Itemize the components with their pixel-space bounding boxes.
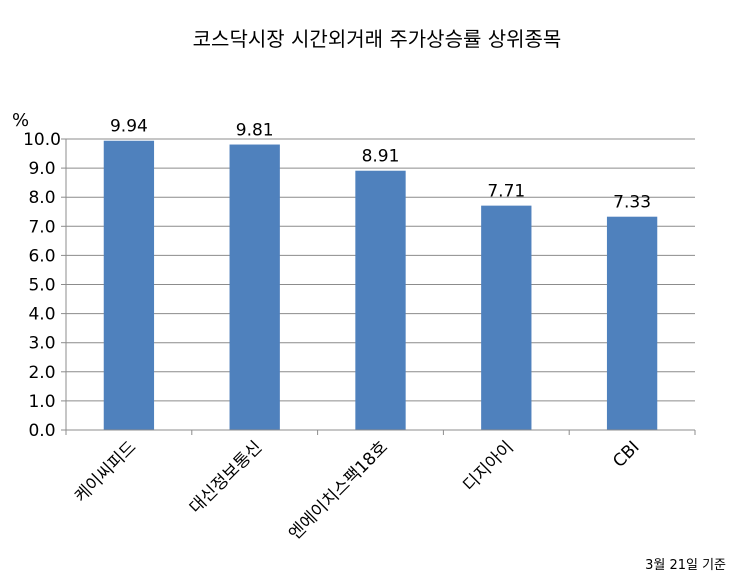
y-tick-label: 1.0 xyxy=(28,392,55,412)
y-tick-label: 8.0 xyxy=(28,188,55,208)
y-tick-label: 0.0 xyxy=(28,421,55,441)
bar-1 xyxy=(103,140,155,430)
y-tick-label: 5.0 xyxy=(28,276,55,296)
category-label: 대신정보통신 xyxy=(186,437,266,517)
data-labels: 9.94 9.81 8.91 7.71 7.33 xyxy=(110,117,651,213)
data-label: 9.81 xyxy=(236,121,274,141)
y-tick-label: 10.0 xyxy=(23,130,61,150)
category-label: 엔에이치스팩18호 xyxy=(285,437,392,544)
y-tick-label: 6.0 xyxy=(28,246,55,266)
data-label: 9.94 xyxy=(110,117,148,137)
axes xyxy=(61,138,696,435)
bar-5 xyxy=(606,216,658,430)
category-labels: 케이씨피드 대신정보통신 엔에이치스팩18호 디지아이 CBI xyxy=(71,437,644,544)
date-footnote: 3월 21일 기준 xyxy=(645,558,726,573)
data-label: 8.91 xyxy=(362,147,400,167)
bar-4 xyxy=(481,205,532,430)
y-tick-labels: 0.0 1.0 2.0 3.0 4.0 5.0 6.0 7.0 8.0 9.0 10.0 xyxy=(23,130,61,441)
bars xyxy=(103,140,658,431)
category-label: CBI xyxy=(609,437,643,471)
y-tick-label: 2.0 xyxy=(28,363,55,383)
data-label: 7.71 xyxy=(487,182,525,202)
y-tick-label: 3.0 xyxy=(28,334,55,354)
y-tick-label: 4.0 xyxy=(28,305,55,325)
y-tick-label: 7.0 xyxy=(28,217,55,237)
chart-title: 코스닥시장 시간외거래 주가상승률 상위종목 xyxy=(193,27,562,51)
category-label: 디지아이 xyxy=(459,437,517,495)
bar-2 xyxy=(229,144,280,431)
y-axis-unit-label: % xyxy=(12,110,29,131)
category-label: 케이씨피드 xyxy=(71,437,140,506)
bar-3 xyxy=(355,170,406,430)
y-tick-label: 9.0 xyxy=(28,159,55,179)
data-label: 7.33 xyxy=(613,193,651,213)
